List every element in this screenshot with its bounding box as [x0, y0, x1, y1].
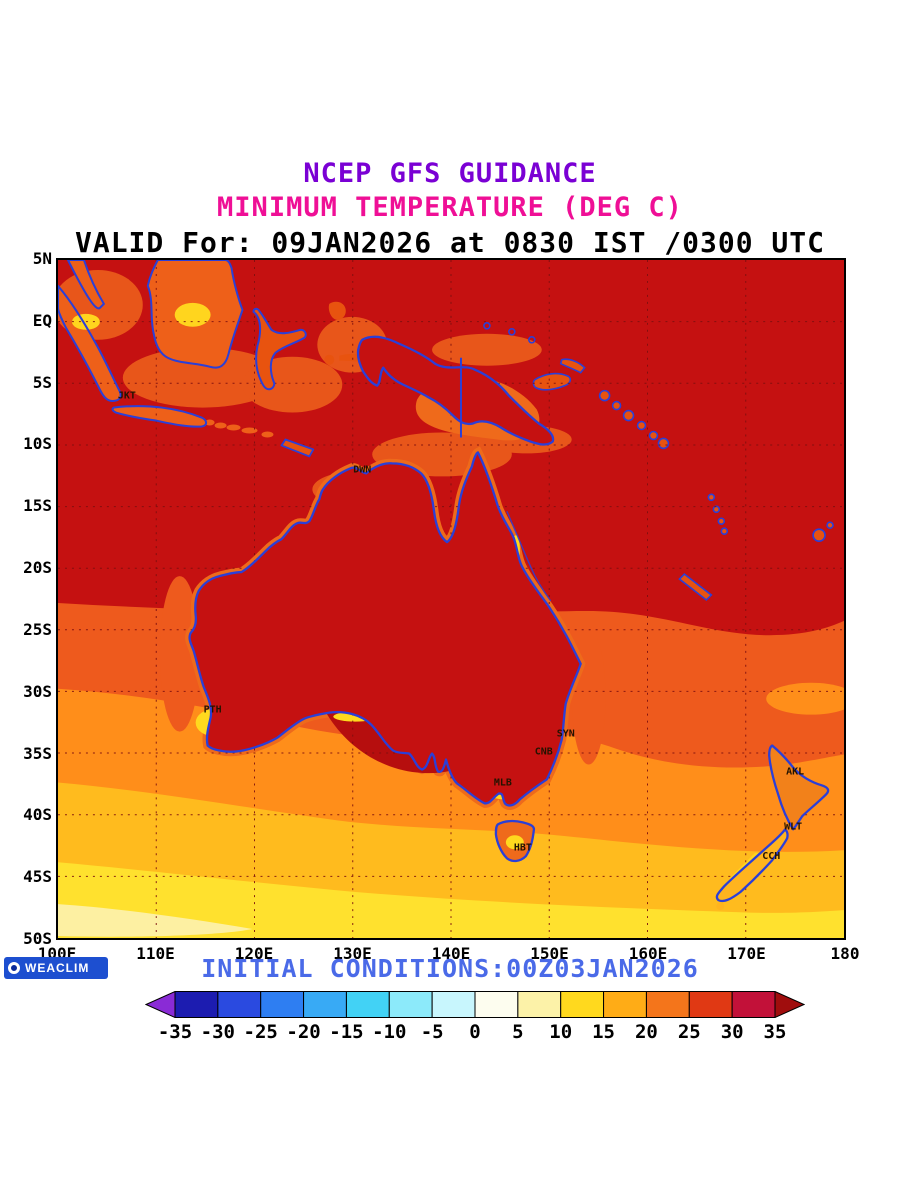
lat-label-25S: 25S — [23, 619, 52, 639]
colorbar-tick-labels: -35 -30 -25 -20 -15 -10 -5 0 5 10 15 20 25 30 35 — [145, 1021, 805, 1045]
lat-label-15S: 15S — [23, 496, 52, 516]
colorbar-tick-35: 35 — [763, 1021, 787, 1043]
lon-label-140E: 140E — [431, 944, 471, 963]
colorbar-tick-10: 10 — [549, 1021, 573, 1043]
tasmania-coastline — [494, 819, 536, 863]
map-frame: JKT DWN PTH SYN CNB MLB HBT AKL WLT CCH — [56, 258, 846, 940]
city-labels-layer: JKT DWN PTH SYN CNB MLB HBT AKL WLT CCH — [118, 391, 804, 863]
colorbar-tick-20: 20 — [634, 1021, 658, 1043]
lat-label-40S: 40S — [23, 805, 52, 825]
fiji — [812, 528, 826, 542]
colorbar-scale — [144, 990, 806, 1019]
lat-label-10S: 10S — [23, 434, 52, 454]
colorbar-tick-15: 15 — [592, 1021, 616, 1043]
colorbar — [144, 990, 806, 1019]
city-label-PTH: PTH — [204, 705, 222, 716]
city-label-DWN: DWN — [353, 464, 371, 475]
lat-label-30S: 30S — [23, 681, 52, 701]
great-barrier-reef-line — [506, 510, 552, 602]
lat-label-20S: 20S — [23, 558, 52, 578]
city-label-JKT: JKT — [118, 391, 136, 402]
logo-text: WEACLIM — [25, 961, 90, 975]
lat-label-EQ: EQ — [32, 310, 52, 330]
city-label-MLB: MLB — [494, 777, 512, 788]
colorbar-tick-30: 30 — [720, 1021, 744, 1043]
colorbar-tick--35: -35 — [157, 1021, 193, 1043]
colorbar-tick--30: -30 — [200, 1021, 236, 1043]
city-label-HBT: HBT — [514, 842, 532, 853]
city-label-AKL: AKL — [786, 766, 804, 777]
colorbar-tick--25: -25 — [243, 1021, 278, 1043]
colorbar-tick--10: -10 — [372, 1021, 407, 1043]
colorbar-tick-25: 25 — [677, 1021, 701, 1043]
page-title-model: NCEP GFS GUIDANCE — [303, 158, 597, 189]
lat-label-35S: 35S — [23, 743, 52, 763]
temperature-map: JKT DWN PTH SYN CNB MLB HBT AKL WLT CCH — [58, 260, 844, 938]
city-label-SYN: SYN — [557, 729, 575, 740]
colorbar-tick-5: 5 — [512, 1021, 524, 1043]
weaclim-logo: WEACLIM — [4, 957, 108, 979]
lon-label-160E: 160E — [628, 944, 668, 963]
city-label-CCH: CCH — [762, 851, 780, 862]
colorbar-tick--5: -5 — [420, 1021, 444, 1043]
lon-label-120E: 120E — [234, 944, 274, 963]
colorbar-tick--15: -15 — [329, 1021, 364, 1043]
lon-label-110E: 110E — [136, 944, 175, 963]
colorbar-tick-0: 0 — [469, 1021, 481, 1043]
logo-ring-icon — [8, 962, 20, 974]
initial-conditions-text: INITIAL CONDITIONS:00Z03JAN2026 — [201, 954, 699, 983]
colorbar-tick--20: -20 — [286, 1021, 321, 1043]
page-title-valid-time: VALID For: 09JAN2026 at 0830 IST /0300 U… — [74, 226, 825, 259]
lat-label-50S: 50S — [23, 928, 52, 948]
melanesia-islands — [483, 322, 834, 602]
coastlines — [58, 260, 830, 903]
lat-label-5N: 5N — [32, 249, 52, 268]
lon-label-180: 180 — [830, 944, 860, 963]
lat-label-45S: 45S — [23, 867, 52, 887]
lat-label-5S: 5S — [32, 372, 52, 392]
city-label-WLT: WLT — [784, 821, 802, 832]
city-label-CNB: CNB — [535, 747, 553, 758]
page-title-variable: MINIMUM TEMPERATURE (DEG C) — [217, 192, 683, 223]
lon-label-130E: 130E — [333, 944, 372, 963]
lon-label-150E: 150E — [530, 944, 569, 963]
tasmania — [495, 821, 534, 862]
new-caledonia — [678, 573, 713, 602]
lon-label-170E: 170E — [727, 944, 766, 963]
